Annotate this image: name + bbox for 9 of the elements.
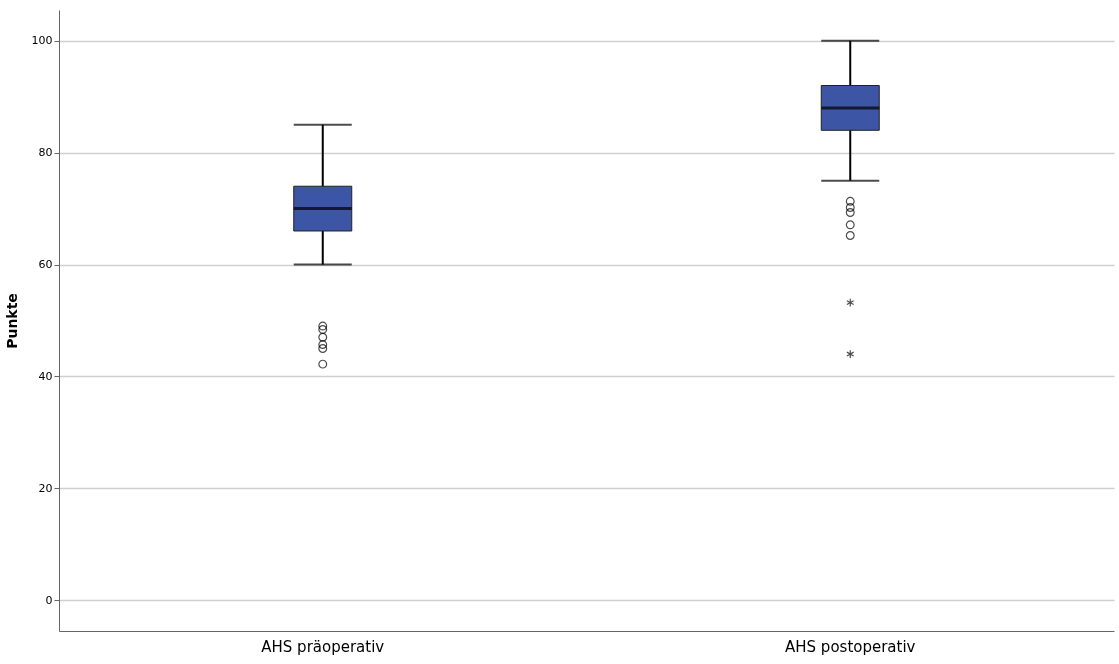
y-tick-label: 20 [38, 481, 53, 495]
x-tick-label: AHS präoperativ [261, 637, 385, 656]
y-tick-label: 60 [38, 258, 53, 272]
y-tick-label: 40 [38, 369, 53, 383]
y-axis-title: Punkte [3, 293, 20, 349]
y-tick-label: 80 [38, 146, 53, 160]
y-tick-label: 0 [45, 593, 53, 607]
x-tick-label: AHS postoperativ [785, 637, 916, 656]
y-tick-label: 100 [31, 34, 53, 48]
